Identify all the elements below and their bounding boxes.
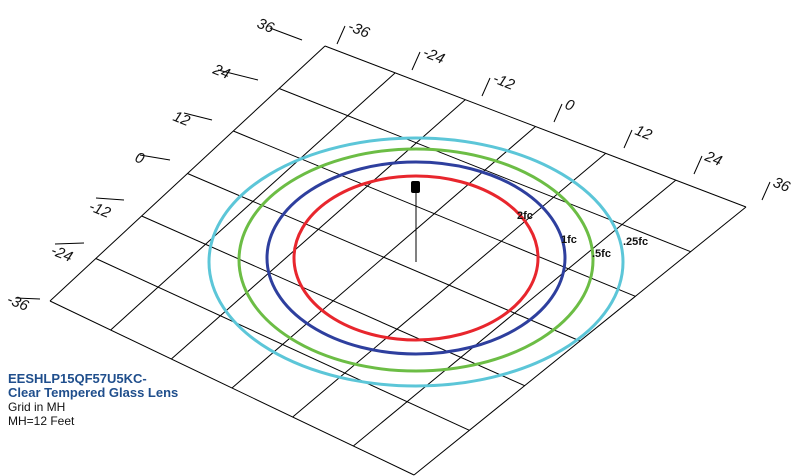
- left-axis-tick-mark: [269, 27, 303, 41]
- grid-line: [95, 258, 470, 431]
- top-axis-tick-mark: [761, 181, 771, 201]
- grid-line: [413, 206, 747, 476]
- top-axis-tick-label: 24: [702, 148, 725, 170]
- left-axis-tick-mark: [95, 197, 125, 201]
- left-axis-tick-label: 36: [255, 15, 277, 37]
- left-axis-tick-label: -12: [87, 198, 114, 222]
- isoline-label: 1fc: [561, 234, 577, 246]
- luminaire-icon: [411, 181, 420, 193]
- isoline-label: .25fc: [623, 236, 648, 248]
- left-axis-tick-mark: [15, 297, 41, 300]
- left-axis-tick-mark: [139, 154, 171, 161]
- left-axis-tick-mark: [54, 242, 85, 245]
- grid-note: Grid in MH: [8, 400, 66, 414]
- top-axis-tick-label: -12: [491, 70, 518, 94]
- isoline-4: [207, 136, 625, 388]
- grid-line: [49, 300, 415, 476]
- isoline-3: [237, 147, 595, 373]
- luminaire-pole: [411, 181, 420, 262]
- top-axis-tick-label: 36: [771, 174, 793, 196]
- top-axis-tick-mark: [336, 25, 346, 45]
- top-axis-tick-label: -36: [346, 18, 373, 42]
- fixture-info: EESHLP15QF57U5KC- Clear Tempered Glass L…: [8, 371, 179, 429]
- isoline-2: [265, 160, 567, 356]
- grid-line: [141, 215, 525, 387]
- grid-line: [187, 173, 581, 342]
- left-axis-tick-mark: [183, 112, 213, 121]
- fixture-model: EESHLP15QF57U5KC-: [8, 371, 147, 386]
- top-axis-tick-label: 0: [563, 96, 578, 115]
- left-axis-tick-label: 0: [133, 149, 148, 168]
- mounting-height-note: MH=12 Feet: [8, 414, 75, 428]
- top-axis-tick-mark: [693, 155, 703, 175]
- top-axis-tick-label: 12: [633, 122, 655, 144]
- top-axis-tick-label: -24: [421, 44, 447, 68]
- top-axis-tick-mark: [411, 51, 421, 71]
- fixture-lens: Clear Tempered Glass Lens: [8, 385, 179, 400]
- grid-line: [353, 179, 677, 447]
- top-axis-tick-mark: [623, 129, 633, 149]
- axis-ticks: 36 24 12 0 -12 -24 -36 -36 -24 -12 0 12 24 36: [5, 15, 793, 315]
- top-axis-tick-mark: [481, 77, 491, 97]
- left-axis-tick-mark: [217, 69, 259, 81]
- left-axis-tick-label: 24: [210, 61, 233, 83]
- left-axis-tick-label: -36: [5, 291, 32, 315]
- left-axis-tick-label: 12: [171, 108, 193, 130]
- isoline-1: [292, 174, 540, 342]
- left-axis-tick-label: -24: [49, 242, 75, 266]
- isofootcandle-curves: 2fc 1fc .5fc .25fc: [207, 136, 648, 388]
- isoline-label: .5fc: [592, 248, 611, 260]
- isoline-label: 2fc: [517, 210, 533, 222]
- top-axis-tick-mark: [553, 103, 563, 123]
